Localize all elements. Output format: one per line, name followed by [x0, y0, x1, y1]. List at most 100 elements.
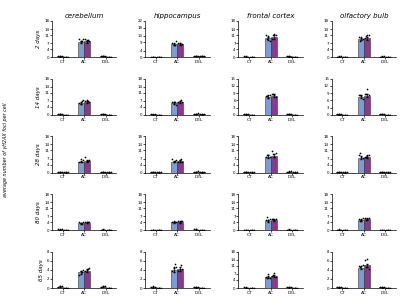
- Point: [101, 284, 108, 289]
- Y-axis label: 14 days: 14 days: [36, 86, 42, 108]
- Bar: [286, 287, 292, 288]
- Point: [154, 112, 160, 117]
- Point: [265, 272, 272, 277]
- Bar: [78, 42, 84, 57]
- Point: [80, 158, 86, 163]
- Point: [99, 53, 106, 58]
- Point: [381, 284, 388, 289]
- Bar: [199, 56, 205, 57]
- Point: [340, 285, 347, 290]
- Point: [80, 98, 86, 103]
- Point: [342, 285, 349, 290]
- Point: [173, 264, 180, 269]
- Point: [266, 275, 273, 280]
- Point: [379, 284, 386, 289]
- Point: [158, 55, 164, 59]
- Point: [264, 37, 270, 42]
- Bar: [193, 56, 199, 57]
- Point: [83, 219, 90, 224]
- Point: [340, 112, 347, 117]
- Point: [241, 169, 248, 174]
- Bar: [177, 222, 183, 230]
- Point: [270, 151, 276, 156]
- Bar: [336, 114, 342, 115]
- Point: [98, 54, 104, 58]
- Point: [101, 227, 108, 232]
- Point: [54, 54, 61, 58]
- Bar: [150, 114, 156, 115]
- Point: [199, 285, 205, 290]
- Point: [336, 169, 343, 174]
- Bar: [243, 114, 249, 115]
- Point: [83, 39, 90, 44]
- Y-axis label: 80 days: 80 days: [36, 201, 42, 223]
- Point: [99, 284, 106, 289]
- Point: [294, 170, 300, 175]
- Point: [385, 285, 392, 290]
- Point: [358, 218, 365, 223]
- Point: [107, 170, 114, 175]
- Bar: [78, 223, 84, 230]
- Point: [294, 285, 300, 290]
- Point: [60, 170, 67, 175]
- Point: [360, 262, 366, 267]
- Point: [158, 112, 164, 117]
- Point: [340, 170, 347, 175]
- Point: [76, 160, 82, 164]
- Point: [200, 228, 207, 232]
- Bar: [171, 103, 177, 115]
- Point: [179, 160, 186, 165]
- Point: [170, 264, 177, 269]
- Point: [272, 151, 279, 156]
- Point: [178, 156, 184, 161]
- Point: [173, 219, 180, 224]
- Point: [173, 39, 180, 44]
- Point: [172, 159, 178, 164]
- Point: [58, 112, 65, 116]
- Point: [197, 228, 203, 232]
- Point: [83, 98, 90, 102]
- Point: [247, 228, 254, 232]
- Point: [381, 169, 388, 174]
- Point: [148, 112, 154, 116]
- Point: [266, 38, 273, 43]
- Point: [290, 112, 296, 117]
- Point: [271, 271, 278, 276]
- Point: [247, 55, 254, 59]
- Text: average number of γH2AX foci per cell: average number of γH2AX foci per cell: [4, 103, 8, 197]
- Point: [58, 227, 65, 232]
- Title: frontal cortex: frontal cortex: [247, 13, 294, 19]
- Point: [241, 227, 248, 232]
- Point: [199, 54, 205, 58]
- Point: [105, 228, 112, 232]
- Point: [150, 284, 156, 289]
- Point: [82, 99, 88, 104]
- Point: [98, 227, 104, 232]
- Point: [265, 34, 272, 39]
- Point: [266, 154, 273, 159]
- Point: [383, 285, 390, 290]
- Point: [243, 227, 249, 232]
- Point: [294, 228, 300, 232]
- Point: [383, 112, 390, 117]
- Point: [268, 273, 275, 278]
- Point: [381, 54, 388, 59]
- Point: [243, 285, 249, 290]
- Point: [284, 54, 290, 59]
- Point: [284, 169, 290, 174]
- Bar: [57, 56, 63, 57]
- Point: [290, 285, 296, 290]
- Point: [334, 54, 341, 59]
- Point: [101, 169, 108, 174]
- Point: [172, 262, 178, 267]
- Point: [152, 227, 158, 232]
- Point: [377, 169, 384, 174]
- Point: [270, 33, 276, 38]
- Point: [243, 54, 249, 59]
- Point: [294, 55, 300, 59]
- Point: [158, 285, 164, 290]
- Point: [262, 33, 269, 38]
- Point: [175, 41, 182, 46]
- Point: [284, 285, 290, 290]
- Point: [268, 216, 275, 221]
